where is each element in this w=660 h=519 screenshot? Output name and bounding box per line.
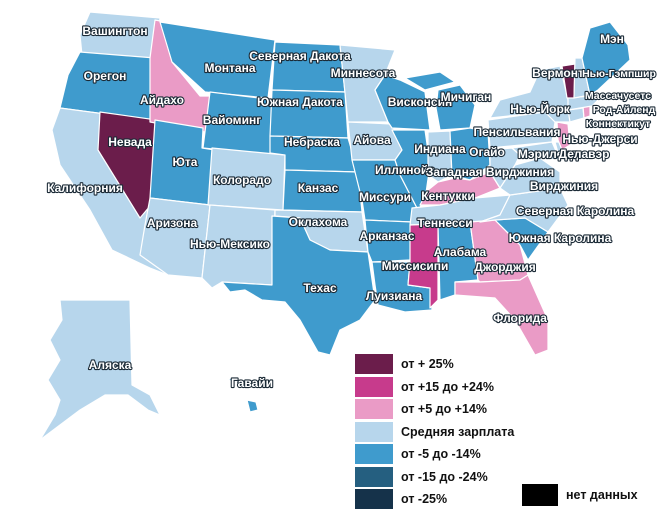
state-label-alaska: Аляска: [89, 358, 132, 372]
state-label-indiana: Индиана: [414, 142, 466, 156]
state-label-florida: Флорида: [493, 311, 547, 325]
state-label-hawaii: Гавайи: [231, 376, 273, 390]
state-label-newjersey: Нью-Джерси: [562, 132, 637, 146]
state-label-westvirginia: Западная Вирджиния: [426, 165, 554, 179]
legend-item: от -15 до -24%: [355, 466, 488, 487]
legend-nodata: нет данных: [522, 484, 638, 506]
state-maine: [581, 21, 631, 96]
legend-label: от + 25%: [401, 357, 454, 371]
legend-label: Средняя зарплата: [401, 424, 515, 439]
state-label-kansas: Канзас: [298, 181, 339, 195]
state-label-newhampshire: Нью-Гэмпшир: [582, 68, 656, 80]
state-northcarolina: [479, 187, 569, 233]
state-label-texas: Техас: [303, 281, 337, 295]
state-florida: [454, 274, 549, 356]
state-label-newmexico: Нью-Мексико: [190, 237, 270, 251]
legend-label: от -25%: [401, 492, 448, 506]
state-label-illinois: Иллинойс: [375, 163, 435, 177]
state-wisconsin: [374, 74, 431, 131]
state-label-southcarolina: Южная Каролина: [509, 231, 612, 245]
state-label-california: Калифорния: [47, 181, 123, 195]
state-label-iowa: Айова: [353, 133, 391, 147]
state-arkansas: [364, 219, 413, 263]
state-label-minnesota: Миннесота: [331, 66, 396, 80]
state-label-virginia: Вирджиния: [530, 179, 598, 193]
state-label-southdakota: Южная Дакота: [257, 95, 343, 109]
state-newjersey: [556, 121, 571, 151]
state-alaska: [39, 299, 161, 441]
state-label-missouri: Миссури: [359, 190, 411, 204]
state-label-tennessee: Теннесси: [417, 216, 472, 230]
legend-item: от +15 до +24%: [355, 376, 494, 397]
state-label-idaho: Айдахо: [140, 93, 184, 107]
state-label-washington: Вашингтон: [82, 24, 147, 38]
legend-item: Средняя зарплата: [355, 421, 515, 442]
legend-item: от +5 до +14%: [355, 399, 487, 419]
legend-item: от + 25%: [355, 354, 454, 374]
state-label-wyoming: Вайоминг: [203, 113, 261, 127]
state-label-louisiana: Луизиана: [366, 289, 423, 303]
state-massachusetts: [567, 95, 599, 111]
state-newyork: [489, 65, 571, 123]
state-label-michigan: Мичиган: [441, 90, 492, 104]
state-label-maryland: Мэриленд: [518, 147, 579, 161]
state-hawaii: [227, 377, 259, 413]
state-label-maine: Мэн: [600, 32, 624, 46]
state-texas: [221, 215, 376, 356]
state-label-northdakota: Северная Дакота: [249, 49, 351, 63]
legend-nodata-swatch: [522, 484, 558, 506]
legend-swatch: [355, 354, 393, 374]
legend-label: от -5 до -14%: [401, 447, 481, 461]
state-label-connecticut: Коннектикут: [586, 118, 651, 130]
state-label-alabama: Алабама: [434, 245, 487, 259]
state-label-ohio: Огайо: [469, 145, 505, 159]
state-label-newyork: Нью-Йорк: [510, 101, 571, 116]
state-label-colorado: Колорадо: [213, 173, 271, 187]
state-label-kentucky: Кентукки: [421, 189, 474, 203]
state-label-montana: Монтана: [204, 61, 255, 75]
legend-label: от -15 до -24%: [401, 469, 488, 484]
legend-item: от -5 до -14%: [355, 444, 481, 464]
state-label-vermont: Вермонт: [532, 66, 584, 80]
state-label-mississippi: Миссисипи: [382, 259, 449, 273]
legend-item: от -25%: [355, 489, 447, 509]
state-label-wisconsin: Висконсин: [388, 95, 452, 109]
state-label-utah: Юта: [173, 155, 198, 169]
state-maryland: [511, 141, 561, 161]
state-label-oregon: Орегон: [84, 69, 127, 83]
legend-swatch: [355, 399, 393, 419]
legend-swatch: [355, 421, 393, 442]
state-label-georgia: Джорджия: [474, 260, 536, 274]
state-label-northcarolina: Северная Каролина: [516, 204, 635, 218]
legend-label: от +5 до +14%: [401, 402, 488, 416]
legend-swatch: [355, 466, 393, 487]
legend-label: от +15 до +24%: [401, 379, 494, 394]
state-label-delaware: Делавэр: [559, 147, 610, 161]
legend-swatch: [355, 376, 393, 397]
state-label-nevada: Невада: [108, 135, 152, 149]
legend-swatch: [355, 489, 393, 509]
state-label-pennsylvania: Пенсильвания: [473, 125, 560, 139]
state-label-arizona: Аризона: [147, 216, 198, 230]
state-indiana: [427, 130, 453, 183]
state-label-massachusetts: Массачусетс: [585, 90, 651, 102]
state-label-rhodeisland: Род-Айленд: [593, 104, 656, 116]
legend: от + 25% от +15 до +24% от +5 до +14% Средн…: [355, 354, 655, 514]
legend-swatch: [355, 444, 393, 464]
state-label-arkansas: Арканзас: [359, 229, 414, 243]
state-label-oklahoma: Оклахома: [289, 215, 348, 229]
state-label-nebraska: Небраска: [284, 135, 340, 149]
legend-nodata-label: нет данных: [566, 488, 638, 502]
